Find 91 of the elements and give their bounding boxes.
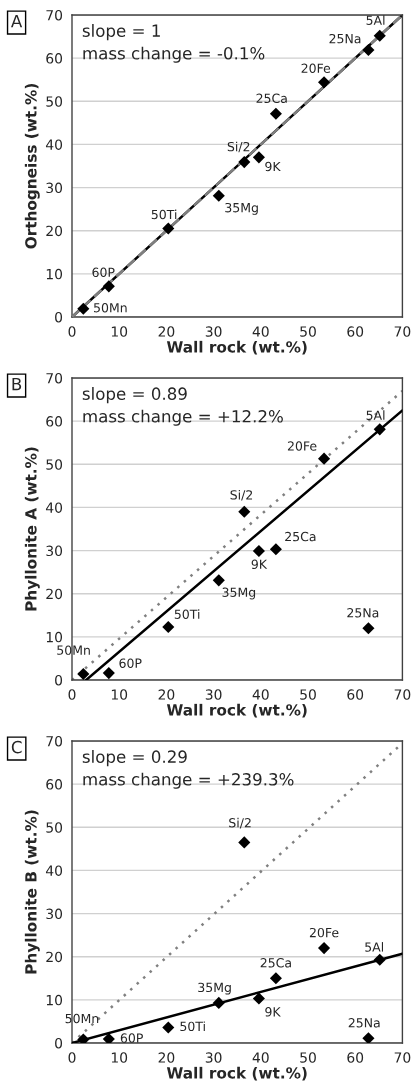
annotation: 35Mg <box>225 202 258 215</box>
annotation: 5Al <box>365 942 384 952</box>
annotation: slope = 1 <box>82 24 160 41</box>
text: A <box>11 15 23 28</box>
x-tick-label: 40 <box>252 689 269 700</box>
y-tick-label: 20 <box>46 951 63 963</box>
y-tick-label: 30 <box>46 908 63 920</box>
x-tick-label: 10 <box>111 1052 128 1063</box>
annotation: 9K <box>251 559 268 570</box>
annotation: mass change = -0.1% <box>83 46 265 63</box>
annotation: 60P <box>92 267 115 277</box>
annotation: Si/2 <box>229 817 251 829</box>
x-tick-label: 0 <box>68 326 76 337</box>
annotation: 9K <box>265 161 281 172</box>
y-tick-label: 70 <box>46 372 63 384</box>
y-tick-label: 30 <box>46 545 63 557</box>
y-axis-title: Orthogneiss (wt.%) <box>24 84 40 249</box>
y-tick-label: 0 <box>55 311 63 323</box>
y-tick-label: 10 <box>46 631 63 643</box>
y-tick-label: 50 <box>46 822 63 833</box>
x-tick-label: 60 <box>347 326 364 337</box>
x-tick-label: 70 <box>394 326 411 337</box>
x-tick-label: 30 <box>205 326 222 337</box>
y-tick-label: 0 <box>55 1037 63 1049</box>
annotation: 9K <box>265 1007 281 1017</box>
annotation: Si/2 <box>230 489 253 501</box>
annotation: 25Ca <box>256 93 287 104</box>
annotation: 50Ti <box>180 1021 205 1032</box>
annotation: 35Mg <box>222 587 256 600</box>
y-tick-label: 20 <box>46 588 63 600</box>
x-tick-label: 50 <box>300 1052 316 1063</box>
y-tick-label: 30 <box>46 182 63 194</box>
annotation: 5Al <box>366 410 385 420</box>
annotation: 60P <box>120 1033 143 1043</box>
x-tick-label: 60 <box>347 689 364 700</box>
annotation: mass change = +12.2% <box>83 409 283 426</box>
y-tick-label: 10 <box>46 994 63 1006</box>
x-tick-label: 40 <box>252 1052 269 1063</box>
annotation: 35Mg <box>198 982 231 995</box>
x-tick-label: 20 <box>158 326 175 337</box>
x-axis-title: Wall rock (wt.%) <box>166 703 307 718</box>
x-tick-label: 70 <box>394 689 411 700</box>
y-tick-label: 50 <box>46 459 63 470</box>
y-tick-label: 40 <box>45 139 63 150</box>
x-tick-label: 0 <box>68 1052 76 1063</box>
x-tick-label: 10 <box>111 689 128 700</box>
annotation: 20Fe <box>309 927 339 938</box>
x-axis-title: Wall rock (wt.%) <box>166 1066 307 1081</box>
x-tick-label: 10 <box>111 326 128 337</box>
annotation: mass change = +239.3% <box>83 772 294 789</box>
y-tick-label: 0 <box>55 674 63 686</box>
y-tick-label: 60 <box>46 416 63 427</box>
x-tick-label: 70 <box>394 1052 411 1063</box>
y-tick-label: 60 <box>46 53 63 64</box>
annotation: Si/2 <box>227 141 250 153</box>
x-tick-label: 40 <box>252 326 269 337</box>
x-tick-label: 60 <box>347 1052 364 1063</box>
annotation: 50Ti <box>174 609 200 619</box>
annotation: 20Fe <box>287 441 317 451</box>
y-tick-label: 20 <box>46 225 63 237</box>
x-tick-label: 50 <box>300 326 316 337</box>
annotation: 25Ca <box>260 958 291 968</box>
y-tick-label: 70 <box>46 9 63 21</box>
y-tick-label: 10 <box>46 268 63 280</box>
x-tick-label: 30 <box>205 1052 222 1063</box>
x-tick-label: 20 <box>158 1052 175 1063</box>
annotation: slope = 0.89 <box>82 387 187 404</box>
annotation: 60P <box>119 658 142 668</box>
annotation: 25Na <box>347 608 379 618</box>
text: B <box>12 378 22 391</box>
y-tick-label: 50 <box>46 96 63 107</box>
y-axis-title: Phyllonite A (wt.%) <box>24 447 40 611</box>
y-tick-label: 60 <box>46 779 63 790</box>
text: C <box>11 740 22 754</box>
x-tick-label: 20 <box>158 689 175 700</box>
x-axis-title: Wall rock (wt.%) <box>166 340 307 355</box>
x-tick-label: 30 <box>205 689 222 700</box>
x-tick-label: 50 <box>300 689 316 700</box>
x-tick-label: 0 <box>68 689 76 700</box>
annotation: 25Na <box>329 33 361 44</box>
annotation: 25Ca <box>285 531 316 542</box>
annotation: slope = 0.29 <box>82 750 187 767</box>
annotation: 5Al <box>366 15 385 25</box>
y-tick-label: 40 <box>45 865 63 876</box>
y-tick-label: 70 <box>46 735 63 747</box>
annotation: 25Na <box>348 1018 380 1028</box>
y-tick-label: 40 <box>45 502 63 513</box>
y-axis-title: Phyllonite B (wt.%) <box>24 810 40 974</box>
annotation: 50Mn <box>94 302 127 313</box>
annotation: 50Ti <box>151 209 177 220</box>
annotation: 20Fe <box>301 63 331 73</box>
